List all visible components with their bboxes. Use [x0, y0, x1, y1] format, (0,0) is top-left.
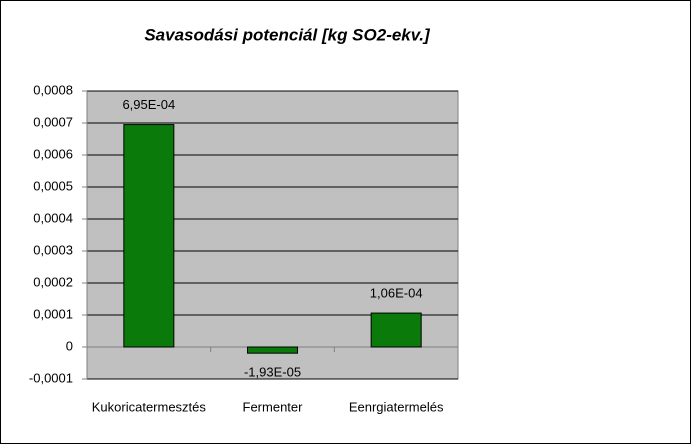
- y-tick-label: 0,0003: [33, 242, 73, 257]
- y-tick-label: 0: [66, 338, 73, 353]
- y-tick-label: -0,0001: [29, 370, 73, 385]
- value-label: 6,95E-04: [122, 97, 175, 112]
- bar: [123, 124, 175, 348]
- value-label: 1,06E-04: [370, 286, 423, 301]
- x-tick-label: Fermenter: [243, 399, 304, 414]
- y-tick-label: 0,0002: [33, 274, 73, 289]
- x-tick-label: Eenrgiatermelés: [349, 399, 444, 414]
- y-tick-label: 0,0007: [33, 114, 73, 129]
- value-label: -1,93E-05: [244, 365, 301, 380]
- bar: [370, 312, 422, 348]
- y-tick-label: 0,0001: [33, 306, 73, 321]
- x-tick-label: Kukoricatermesztés: [92, 399, 207, 414]
- bar: [247, 346, 298, 354]
- y-tick-label: 0,0006: [33, 146, 73, 161]
- chart-title: Savasodási potenciál [kg SO2-ekv.]: [144, 25, 431, 44]
- y-tick-label: 0,0005: [33, 178, 73, 193]
- y-tick-label: 0,0004: [33, 210, 73, 225]
- y-tick-label: 0,0008: [33, 82, 73, 97]
